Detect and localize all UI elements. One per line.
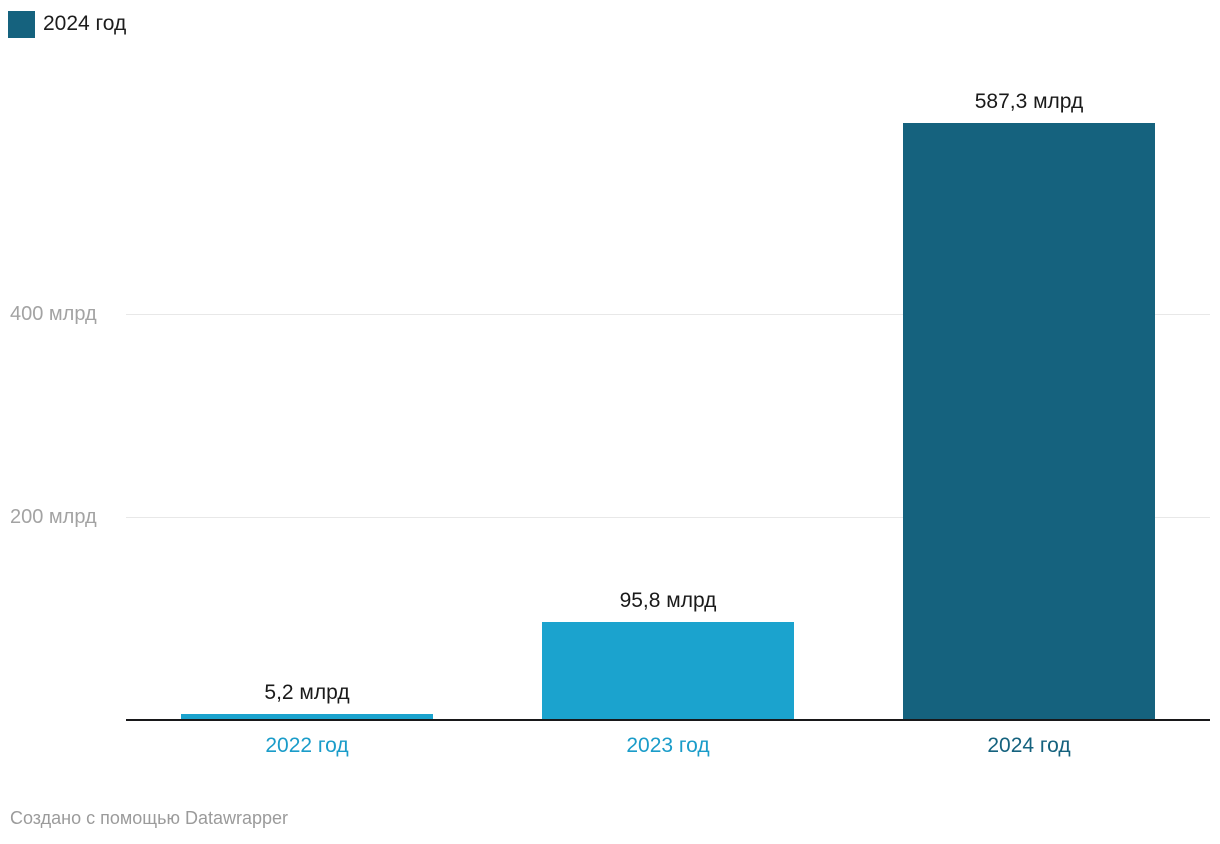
gridline xyxy=(126,314,1210,315)
bar-value-label: 5,2 млрд xyxy=(264,681,350,704)
legend-label: 2024 год xyxy=(43,12,127,35)
legend: 2024 год xyxy=(8,10,126,38)
x-axis-tick-label: 2024 год xyxy=(987,734,1071,757)
x-axis-line xyxy=(126,719,1210,721)
y-axis-tick-label: 200 млрд xyxy=(10,506,97,528)
bar-value-label: 95,8 млрд xyxy=(619,589,717,612)
gridline xyxy=(126,517,1210,518)
y-axis-tick-label: 400 млрд xyxy=(10,303,97,325)
bar-value-label: 587,3 млрд xyxy=(974,90,1084,113)
bar-2024 xyxy=(903,123,1155,719)
footer-credit[interactable]: Создано с помощью Datawrapper xyxy=(10,808,289,828)
bar-2022 xyxy=(181,714,433,719)
legend-swatch xyxy=(8,10,35,38)
x-axis-tick-label: 2023 год xyxy=(626,734,710,757)
bar-2023 xyxy=(542,622,794,719)
x-axis-tick-label: 2022 год xyxy=(265,734,349,757)
